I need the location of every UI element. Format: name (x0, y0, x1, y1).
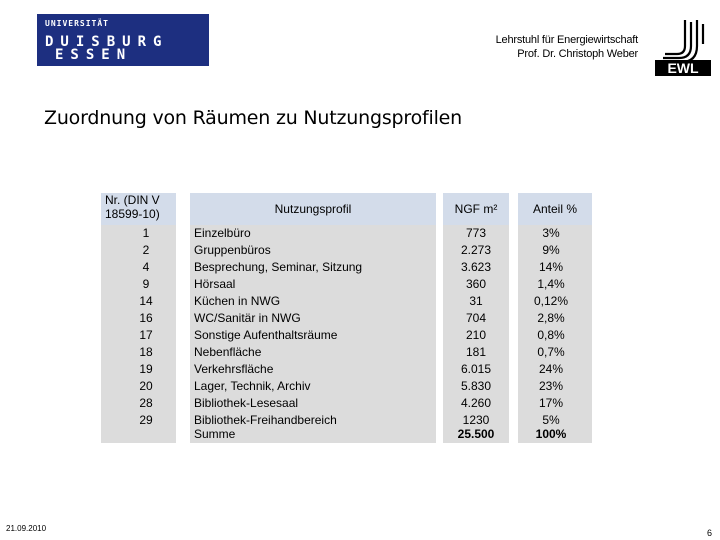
cell-share: 17% (538, 396, 564, 410)
cell-profile: WC/Sanitär in NWG (194, 311, 301, 325)
nr-column-bg (101, 225, 176, 443)
header-ngf: NGF m² (443, 193, 509, 225)
cell-nr: 14 (139, 294, 153, 308)
cell-share: 2,8% (537, 311, 565, 325)
cell-profile: Besprechung, Seminar, Sitzung (194, 260, 363, 274)
cell-ngf: 2.273 (460, 243, 492, 257)
uni-logo-line3: ESSEN (55, 47, 133, 63)
cell-profile: Hörsaal (194, 277, 236, 291)
uni-logo-line1: UNIVERSITÄT (45, 19, 109, 28)
cell-nr: 9 (142, 277, 150, 291)
profile-column-bg (190, 225, 436, 443)
cell-nr: 18 (139, 345, 153, 359)
cell-ngf: 181 (465, 345, 487, 359)
cell-ngf: 6.015 (460, 362, 492, 376)
cell-nr: 4 (142, 260, 150, 274)
cell-nr: 2 (142, 243, 150, 257)
total-share: 100% (535, 427, 567, 441)
cell-share: 3% (542, 226, 560, 240)
cell-profile: Verkehrsfläche (194, 362, 274, 376)
cell-share: 0,8% (537, 328, 565, 342)
chair-info: Lehrstuhl für Energiewirtschaft Prof. Dr… (495, 33, 639, 61)
cell-share: 0,7% (537, 345, 565, 359)
cell-profile: Sonstige Aufenthaltsräume (194, 328, 338, 342)
cell-ngf: 3.623 (460, 260, 492, 274)
cell-ngf: 773 (465, 226, 487, 240)
university-logo: UNIVERSITÄT DUISBURG ESSEN (37, 14, 209, 66)
cell-ngf: 5.830 (460, 379, 492, 393)
cell-profile: Einzelbüro (194, 226, 251, 240)
cell-profile: Nebenfläche (194, 345, 262, 359)
cell-nr: 29 (139, 413, 153, 427)
cell-share: 0,12% (533, 294, 569, 308)
cell-nr: 17 (139, 328, 153, 342)
chair-name: Lehrstuhl für Energiewirtschaft (495, 34, 639, 46)
cell-ngf: 210 (465, 328, 487, 342)
cell-ngf: 31 (469, 294, 483, 308)
page-number: 6 (706, 528, 712, 538)
cell-share: 14% (538, 260, 564, 274)
cell-ngf: 360 (465, 277, 487, 291)
cell-ngf: 704 (465, 311, 487, 325)
chair-professor: Prof. Dr. Christoph Weber (517, 48, 638, 60)
cell-nr: 28 (139, 396, 153, 410)
header-profile: Nutzungsprofil (190, 193, 436, 225)
cell-profile: Lager, Technik, Archiv (194, 379, 311, 393)
slide-title: Zuordnung von Räumen zu Nutzungsprofilen (44, 107, 462, 129)
cell-share: 23% (538, 379, 564, 393)
cell-share: 1,4% (537, 277, 565, 291)
cell-profile: Bibliothek-Lesesaal (194, 396, 299, 410)
share-column-bg (518, 225, 592, 443)
header-share: Anteil % (518, 193, 592, 225)
cell-share: 24% (538, 362, 564, 376)
cell-ngf: 1230 (462, 413, 490, 427)
cell-share: 5% (542, 413, 560, 427)
ewl-logo-text: EWL (667, 60, 699, 76)
header-nr: Nr. (DIN V 18599-10) (101, 193, 176, 225)
cell-profile: Küchen in NWG (194, 294, 281, 308)
ngf-column-bg (443, 225, 509, 443)
cell-profile: Gruppenbüros (194, 243, 271, 257)
total-label: Summe (194, 427, 236, 441)
cell-nr: 20 (139, 379, 153, 393)
cell-nr: 16 (139, 311, 153, 325)
uni-logo-line2: DUISBURG (45, 34, 169, 50)
cell-ngf: 4.260 (460, 396, 492, 410)
cell-share: 9% (542, 243, 560, 257)
cell-profile: Bibliothek-Freihandbereich (194, 413, 337, 427)
ewl-logo: EWL (655, 16, 711, 76)
total-ngf: 25.500 (457, 427, 495, 441)
cell-nr: 19 (139, 362, 153, 376)
cell-nr: 1 (142, 226, 150, 240)
slide-date: 21.09.2010 (6, 524, 47, 533)
